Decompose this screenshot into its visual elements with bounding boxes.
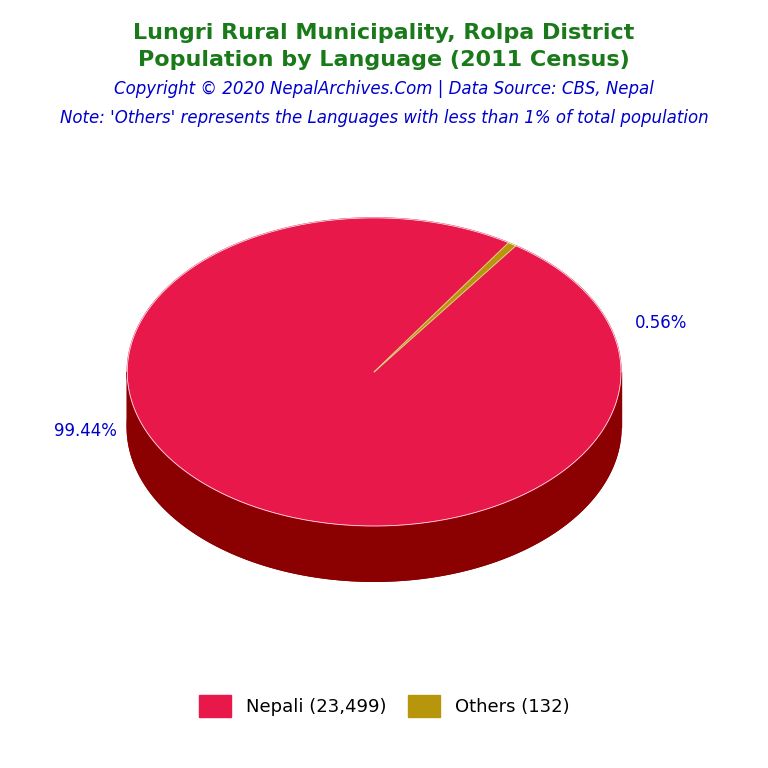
Text: Copyright © 2020 NepalArchives.Com | Data Source: CBS, Nepal: Copyright © 2020 NepalArchives.Com | Dat… <box>114 80 654 98</box>
Text: 0.56%: 0.56% <box>635 313 687 332</box>
Polygon shape <box>127 273 621 581</box>
Text: Lungri Rural Municipality, Rolpa District: Lungri Rural Municipality, Rolpa Distric… <box>134 23 634 43</box>
Text: 99.44%: 99.44% <box>55 422 117 440</box>
Polygon shape <box>127 218 621 526</box>
Polygon shape <box>127 372 621 581</box>
Text: Population by Language (2011 Census): Population by Language (2011 Census) <box>138 50 630 70</box>
Polygon shape <box>374 243 516 372</box>
Legend: Nepali (23,499), Others (132): Nepali (23,499), Others (132) <box>191 687 577 724</box>
Text: Note: 'Others' represents the Languages with less than 1% of total population: Note: 'Others' represents the Languages … <box>60 109 708 127</box>
